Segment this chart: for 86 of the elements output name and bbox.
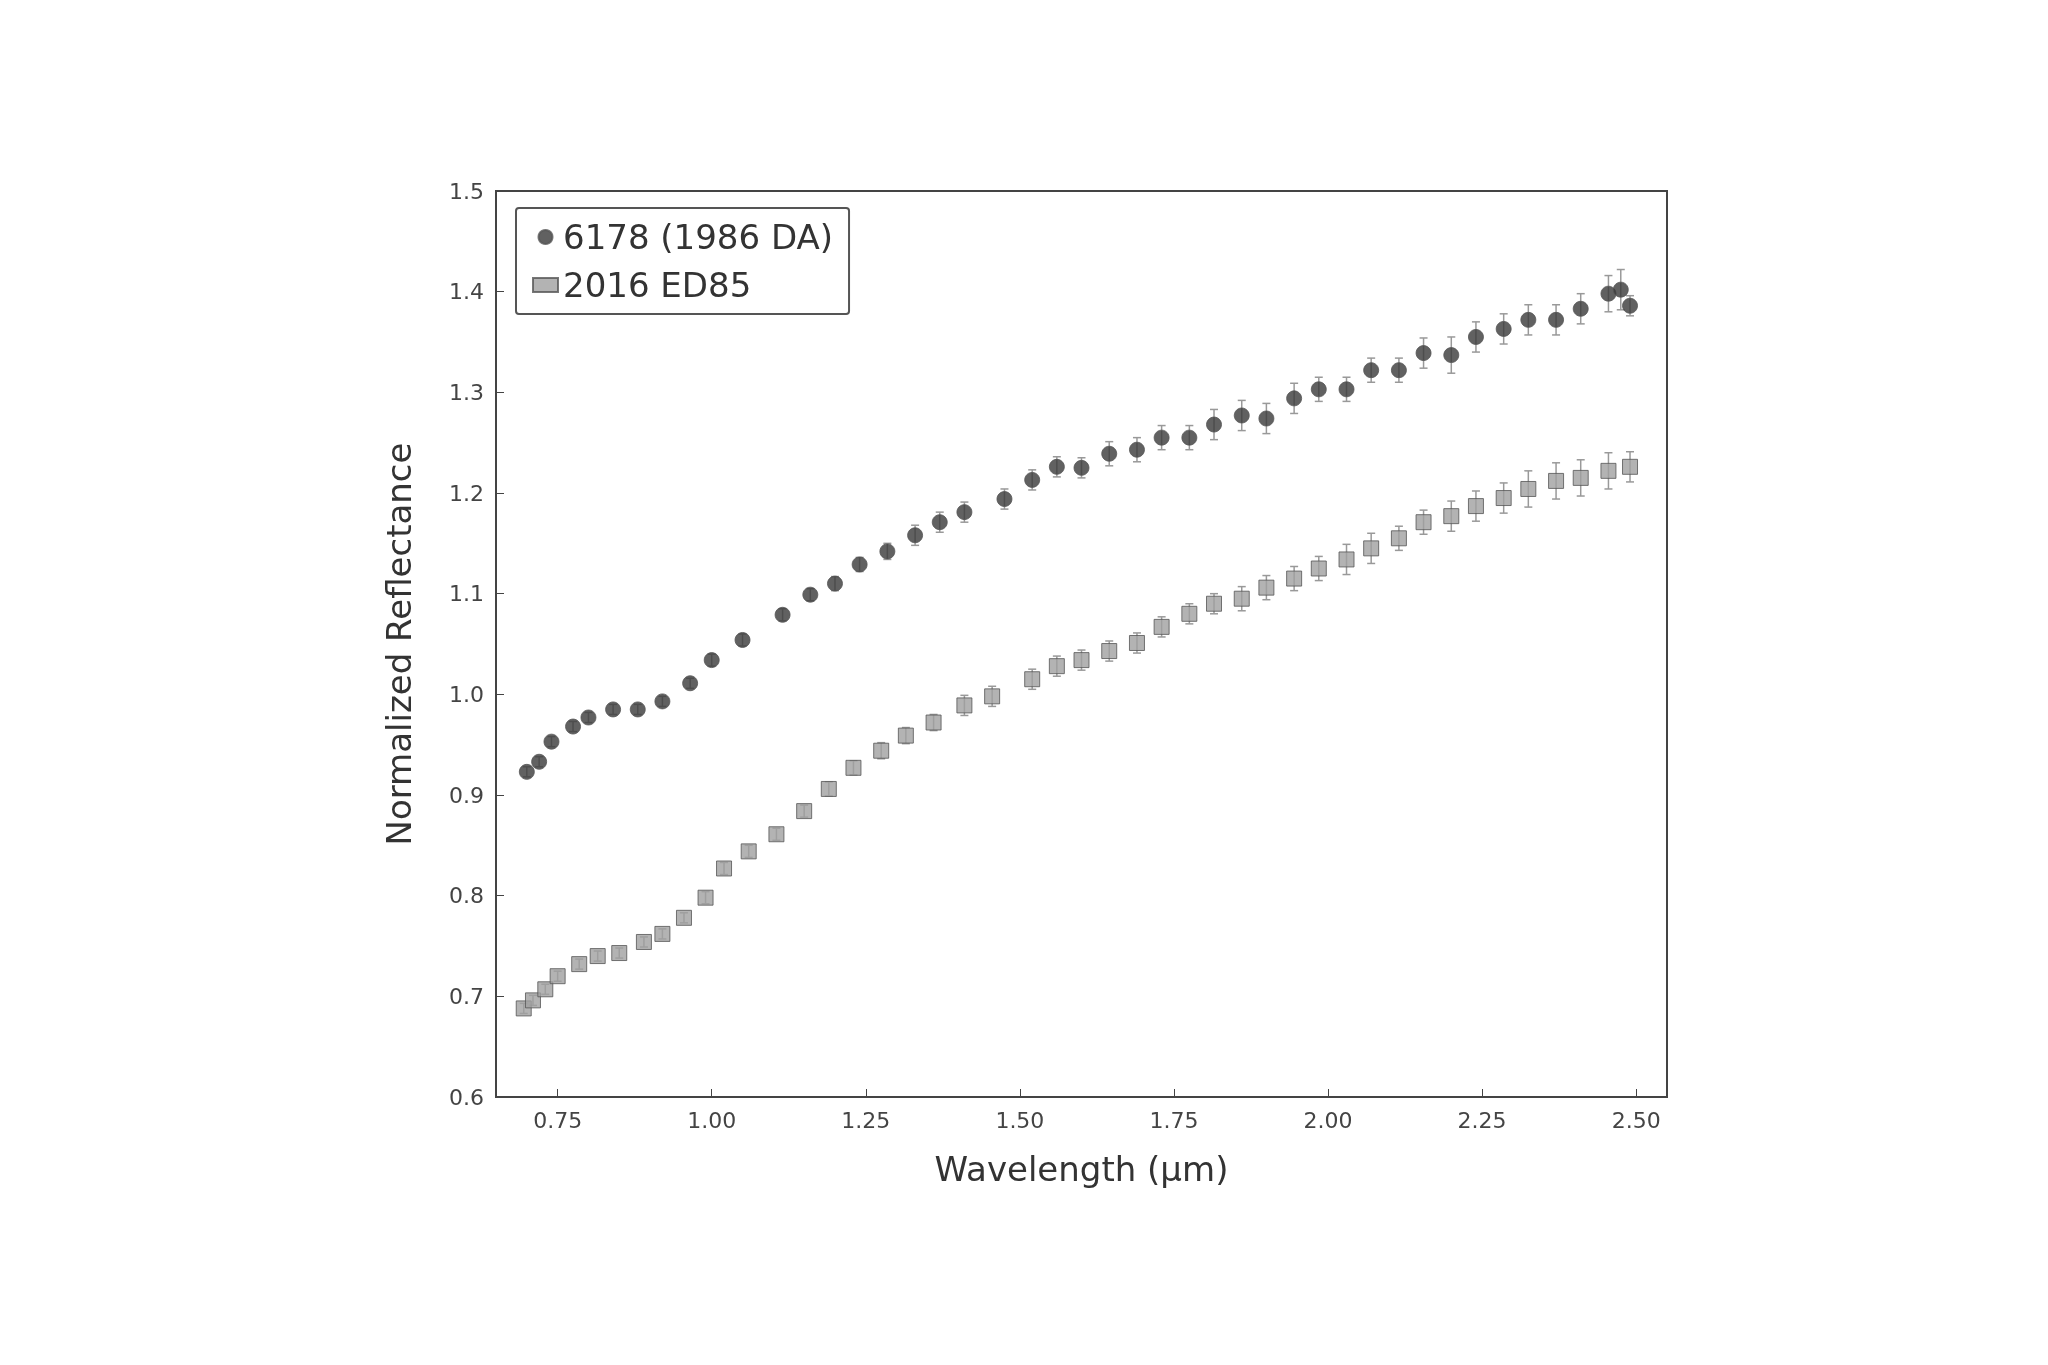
x-tick-label: 1.00 xyxy=(687,1107,737,1133)
point xyxy=(1443,508,1460,525)
point xyxy=(1310,560,1327,577)
point xyxy=(1415,345,1432,362)
point xyxy=(1572,300,1589,317)
y-axis-title: Normalized Reflectance xyxy=(379,442,419,846)
point xyxy=(635,933,652,950)
y-tick-label: 1.5 xyxy=(449,178,484,204)
point xyxy=(1363,540,1380,557)
point xyxy=(931,514,948,531)
x-axis-title: Wavelength (μm) xyxy=(934,1149,1229,1189)
point xyxy=(1622,297,1639,314)
point xyxy=(531,753,548,770)
point xyxy=(1622,458,1639,475)
point xyxy=(1467,328,1484,345)
point xyxy=(1101,445,1118,462)
point xyxy=(1128,441,1145,458)
y-tick-label: 1.4 xyxy=(449,279,484,305)
point xyxy=(1233,407,1250,424)
y-tick-label: 1.2 xyxy=(449,480,484,506)
point xyxy=(873,742,890,759)
x-tick-label: 1.75 xyxy=(1149,1107,1199,1133)
point xyxy=(1101,643,1118,660)
y-tick-label: 0.6 xyxy=(449,1084,484,1110)
point xyxy=(565,718,582,735)
point xyxy=(1600,285,1617,302)
point xyxy=(675,909,692,926)
y-tick-label: 1.3 xyxy=(449,379,484,405)
point xyxy=(1181,429,1198,446)
x-tick-label: 1.25 xyxy=(841,1107,891,1133)
point xyxy=(629,701,646,718)
point xyxy=(1443,347,1460,364)
point xyxy=(984,688,1001,705)
y-tick-label: 0.7 xyxy=(449,983,484,1009)
point xyxy=(826,575,843,592)
point xyxy=(1128,634,1145,651)
y-tick-label: 1.0 xyxy=(449,681,484,707)
point xyxy=(1258,410,1275,427)
point xyxy=(1495,320,1512,337)
point xyxy=(1338,381,1355,398)
x-tick-label: 0.75 xyxy=(533,1107,583,1133)
point xyxy=(1390,530,1407,547)
point xyxy=(518,763,535,780)
point xyxy=(1206,595,1223,612)
point xyxy=(1520,480,1537,497)
legend-label: 6178 (1986 DA) xyxy=(563,217,834,257)
x-tick-label: 2.00 xyxy=(1303,1107,1353,1133)
point xyxy=(1048,658,1065,675)
point xyxy=(1338,551,1355,568)
point xyxy=(1258,579,1275,596)
point xyxy=(1286,570,1303,587)
point xyxy=(1233,590,1250,607)
legend-label: 2016 ED85 xyxy=(563,265,752,305)
point xyxy=(1572,469,1589,486)
point xyxy=(1310,381,1327,398)
point xyxy=(1495,490,1512,507)
point xyxy=(1548,472,1565,489)
point xyxy=(897,727,914,744)
point xyxy=(907,527,924,544)
point xyxy=(605,701,622,718)
point xyxy=(1415,514,1432,531)
point xyxy=(1024,471,1041,488)
x-tick-label: 2.25 xyxy=(1457,1107,1507,1133)
point xyxy=(1048,458,1065,475)
point xyxy=(1363,362,1380,379)
point xyxy=(1390,362,1407,379)
point xyxy=(571,956,588,973)
point xyxy=(1612,281,1629,298)
point xyxy=(1153,429,1170,446)
point xyxy=(1206,416,1223,433)
point xyxy=(1520,311,1537,328)
point xyxy=(716,860,733,877)
point xyxy=(1600,462,1617,479)
y-tick-label: 0.9 xyxy=(449,782,484,808)
point xyxy=(1286,390,1303,407)
x-tick-label: 1.50 xyxy=(995,1107,1045,1133)
point xyxy=(682,675,699,692)
point xyxy=(1467,498,1484,515)
x-tick-label: 2.50 xyxy=(1611,1107,1661,1133)
point xyxy=(1548,311,1565,328)
point xyxy=(796,803,813,820)
point xyxy=(820,780,837,797)
y-tick-label: 1.1 xyxy=(449,581,484,607)
point xyxy=(1024,671,1041,688)
point xyxy=(524,992,541,1009)
y-tick-label: 0.8 xyxy=(449,883,484,909)
